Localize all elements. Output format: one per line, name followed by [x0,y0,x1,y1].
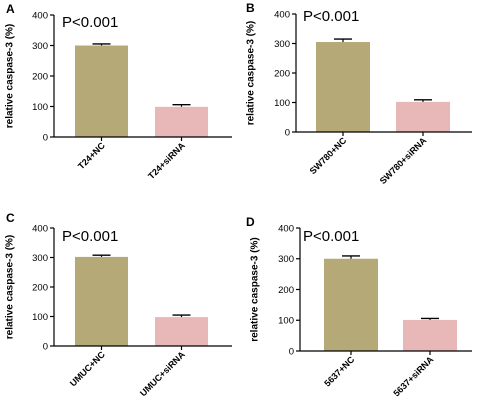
y-tick-label: 0 [43,341,48,352]
y-tick-label: 300 [274,39,290,50]
bar-1 [75,256,128,346]
y-tick-label: 400 [32,223,48,234]
x-tick-label: UMUC+siRNA [138,349,187,398]
x-tick-label: T24+siRNA [146,140,187,181]
x-tick-label: SW780+NC [308,135,349,176]
p-value-annotation: P<0.001 [303,228,359,245]
y-tick-label: 0 [285,127,290,138]
bar-2 [155,106,208,137]
y-tick-label: 400 [278,223,294,234]
x-tick-label: 5637+NC [322,354,356,388]
panel-letter: C [6,211,15,225]
y-axis-label: relative caspase-3 (%) [5,24,16,129]
y-tick-label: 300 [278,254,294,265]
y-tick-label: 300 [32,41,48,52]
p-value-annotation: P<0.001 [62,228,118,245]
y-tick-label: 0 [43,132,48,143]
y-axis-label: relative caspase-3 (%) [5,235,16,340]
y-tick-label: 100 [278,316,294,327]
x-tick-label: T24+NC [76,140,107,171]
y-tick-label: 100 [32,102,48,113]
bar-2 [155,317,208,346]
y-axis-label: relative caspase-3 (%) [246,21,257,126]
p-value-annotation: P<0.001 [303,8,359,25]
y-tick-label: 0 [289,346,294,357]
bar-2 [396,101,450,132]
panel-letter: B [246,1,255,15]
y-tick-label: 100 [32,312,48,323]
bar-2 [403,319,457,351]
p-value-annotation: P<0.001 [62,14,118,31]
panel-letter: A [6,2,15,16]
y-tick-label: 200 [32,282,48,293]
y-tick-label: 400 [32,10,48,21]
y-tick-label: 200 [274,68,290,79]
y-tick-label: 100 [274,98,290,109]
y-tick-label: 200 [278,285,294,296]
bar-1 [75,45,128,137]
x-tick-label: UMUC+NC [68,349,107,388]
y-axis-label: relative caspase-3 (%) [250,237,261,342]
bar-1 [316,42,370,132]
y-tick-label: 400 [274,9,290,20]
y-tick-label: 200 [32,71,48,82]
y-tick-label: 300 [32,253,48,264]
x-tick-label: SW780+siRNA [378,135,429,186]
panel-letter: D [246,215,255,229]
bar-1 [324,258,378,351]
x-tick-label: 5637+siRNA [391,354,435,398]
